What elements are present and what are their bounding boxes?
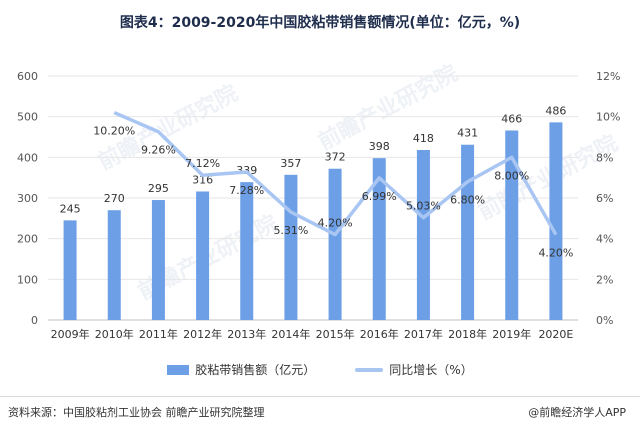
- left-tick-label: 0: [31, 314, 38, 327]
- bar-value-label: 418: [413, 132, 434, 145]
- bar: [505, 130, 519, 320]
- right-tick-label: 12%: [596, 70, 620, 83]
- x-tick-label: 2019年: [492, 327, 531, 341]
- growth-line: [113, 110, 558, 237]
- bar: [549, 122, 563, 320]
- left-tick-label: 600: [17, 70, 38, 83]
- left-tick-label: 200: [17, 233, 38, 246]
- growth-value-label: 5.31%: [273, 224, 308, 237]
- legend-item-sales: 胶粘带销售额（亿元）: [167, 361, 315, 378]
- bar-value-label: 372: [325, 151, 346, 164]
- bar-value-label: 270: [104, 192, 125, 205]
- x-tick-label: 2017年: [404, 327, 443, 341]
- x-tick-label: 2016年: [360, 327, 399, 341]
- right-tick-label: 8%: [596, 151, 613, 164]
- bar-value-label: 295: [148, 182, 169, 195]
- bar: [461, 144, 475, 320]
- legend-line-swatch: [355, 367, 384, 372]
- right-tick-label: 4%: [596, 233, 613, 246]
- bar-value-label: 245: [60, 202, 81, 215]
- chart-legend: 胶粘带销售额（亿元） 同比增长（%）: [0, 361, 640, 378]
- x-tick-label: 2011年: [139, 327, 178, 341]
- source-note: 资料来源：中国胶粘剂工业协会 前瞻产业研究院整理: [8, 406, 265, 419]
- bar-value-label: 486: [545, 104, 566, 117]
- growth-value-label: 6.99%: [362, 190, 397, 203]
- bar: [240, 182, 254, 320]
- growth-value-label: 5.03%: [406, 200, 441, 213]
- bar: [63, 220, 77, 320]
- bar: [196, 191, 210, 320]
- credit-note: @前瞻经济学人APP: [528, 406, 626, 419]
- bar: [107, 210, 121, 320]
- footer-divider: [0, 396, 640, 397]
- x-tick-label: 2010年: [95, 327, 134, 341]
- growth-value-label: 4.20%: [318, 217, 353, 230]
- x-tick-label: 2009年: [51, 327, 90, 341]
- bar-value-label: 357: [280, 157, 301, 170]
- bar-value-label: 316: [192, 173, 213, 186]
- bar: [372, 158, 386, 320]
- growth-value-label: 4.20%: [538, 247, 573, 260]
- growth-value-label: 8.00%: [494, 169, 529, 182]
- chart-title: 图表4：2009-2020年中国胶粘带销售额情况(单位：亿元，%): [119, 15, 521, 31]
- bar: [416, 150, 430, 320]
- legend-sales-label: 胶粘带销售额（亿元）: [195, 363, 316, 377]
- growth-value-label: 10.20%: [93, 125, 135, 138]
- x-tick-label: 2012年: [183, 327, 222, 341]
- right-tick-label: 2%: [596, 273, 613, 286]
- right-tick-label: 10%: [596, 111, 620, 124]
- growth-value-label: 7.28%: [229, 184, 264, 197]
- x-tick-label: 2015年: [316, 327, 355, 341]
- bar-value-label: 431: [457, 127, 478, 140]
- x-tick-label: 2013年: [227, 327, 266, 341]
- right-tick-label: 6%: [596, 192, 613, 205]
- x-tick-label: 2018年: [448, 327, 487, 341]
- x-tick-label: 2014年: [271, 327, 310, 341]
- bar: [151, 200, 165, 320]
- left-tick-label: 300: [17, 192, 38, 205]
- bar-value-label: 398: [369, 140, 390, 153]
- bar: [328, 168, 342, 320]
- legend-item-growth: 同比增长（%）: [355, 361, 473, 378]
- right-tick-label: 0%: [596, 314, 613, 327]
- legend-bar-swatch: [167, 364, 190, 375]
- legend-growth-label: 同比增长（%）: [389, 363, 473, 377]
- x-tick-label: 2020E: [538, 328, 573, 341]
- growth-value-label: 7.12%: [185, 157, 220, 170]
- left-tick-label: 100: [17, 273, 38, 286]
- bar: [284, 174, 298, 320]
- left-tick-label: 400: [17, 151, 38, 164]
- growth-value-label: 6.80%: [450, 194, 485, 207]
- left-tick-label: 500: [17, 111, 38, 124]
- growth-value-label: 9.26%: [141, 144, 176, 157]
- bar-value-label: 466: [501, 112, 522, 125]
